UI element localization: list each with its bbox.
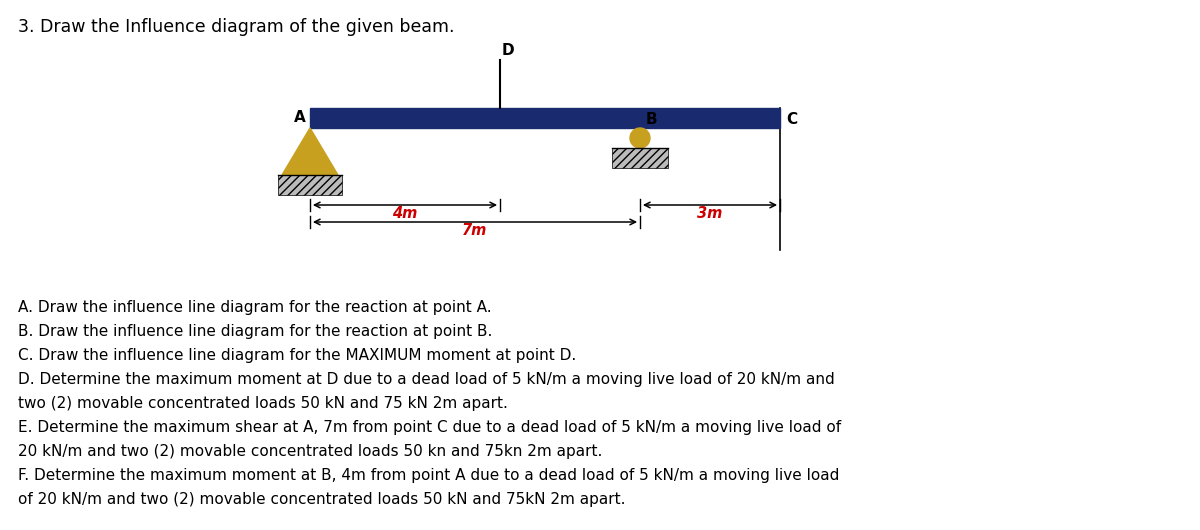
Text: 4m: 4m <box>392 206 418 221</box>
Text: A. Draw the influence line diagram for the reaction at point A.: A. Draw the influence line diagram for t… <box>18 300 492 315</box>
Circle shape <box>630 128 650 148</box>
Text: D. Determine the maximum moment at D due to a dead load of 5 kN/m a moving live : D. Determine the maximum moment at D due… <box>18 372 835 387</box>
Text: of 20 kN/m and two (2) movable concentrated loads 50 kN and 75kN 2m apart.: of 20 kN/m and two (2) movable concentra… <box>18 492 625 507</box>
Text: E. Determine the maximum shear at A, 7m from point C due to a dead load of 5 kN/: E. Determine the maximum shear at A, 7m … <box>18 420 841 435</box>
Text: F. Determine the maximum moment at B, 4m from point A due to a dead load of 5 kN: F. Determine the maximum moment at B, 4m… <box>18 468 839 483</box>
Bar <box>278 175 342 195</box>
Text: A: A <box>294 110 306 125</box>
Text: B. Draw the influence line diagram for the reaction at point B.: B. Draw the influence line diagram for t… <box>18 324 492 339</box>
Polygon shape <box>282 128 338 175</box>
Text: 3m: 3m <box>697 206 722 221</box>
Text: 20 kN/m and two (2) movable concentrated loads 50 kn and 75kn 2m apart.: 20 kN/m and two (2) movable concentrated… <box>18 444 602 459</box>
Text: two (2) movable concentrated loads 50 kN and 75 kN 2m apart.: two (2) movable concentrated loads 50 kN… <box>18 396 508 411</box>
Bar <box>310 108 780 128</box>
Text: 7m: 7m <box>462 223 487 238</box>
Bar <box>612 148 668 168</box>
Text: B: B <box>646 112 658 128</box>
Text: 3. Draw the Influence diagram of the given beam.: 3. Draw the Influence diagram of the giv… <box>18 18 455 36</box>
Text: D: D <box>502 43 515 58</box>
Text: C. Draw the influence line diagram for the MAXIMUM moment at point D.: C. Draw the influence line diagram for t… <box>18 348 576 363</box>
Text: C: C <box>786 112 797 128</box>
